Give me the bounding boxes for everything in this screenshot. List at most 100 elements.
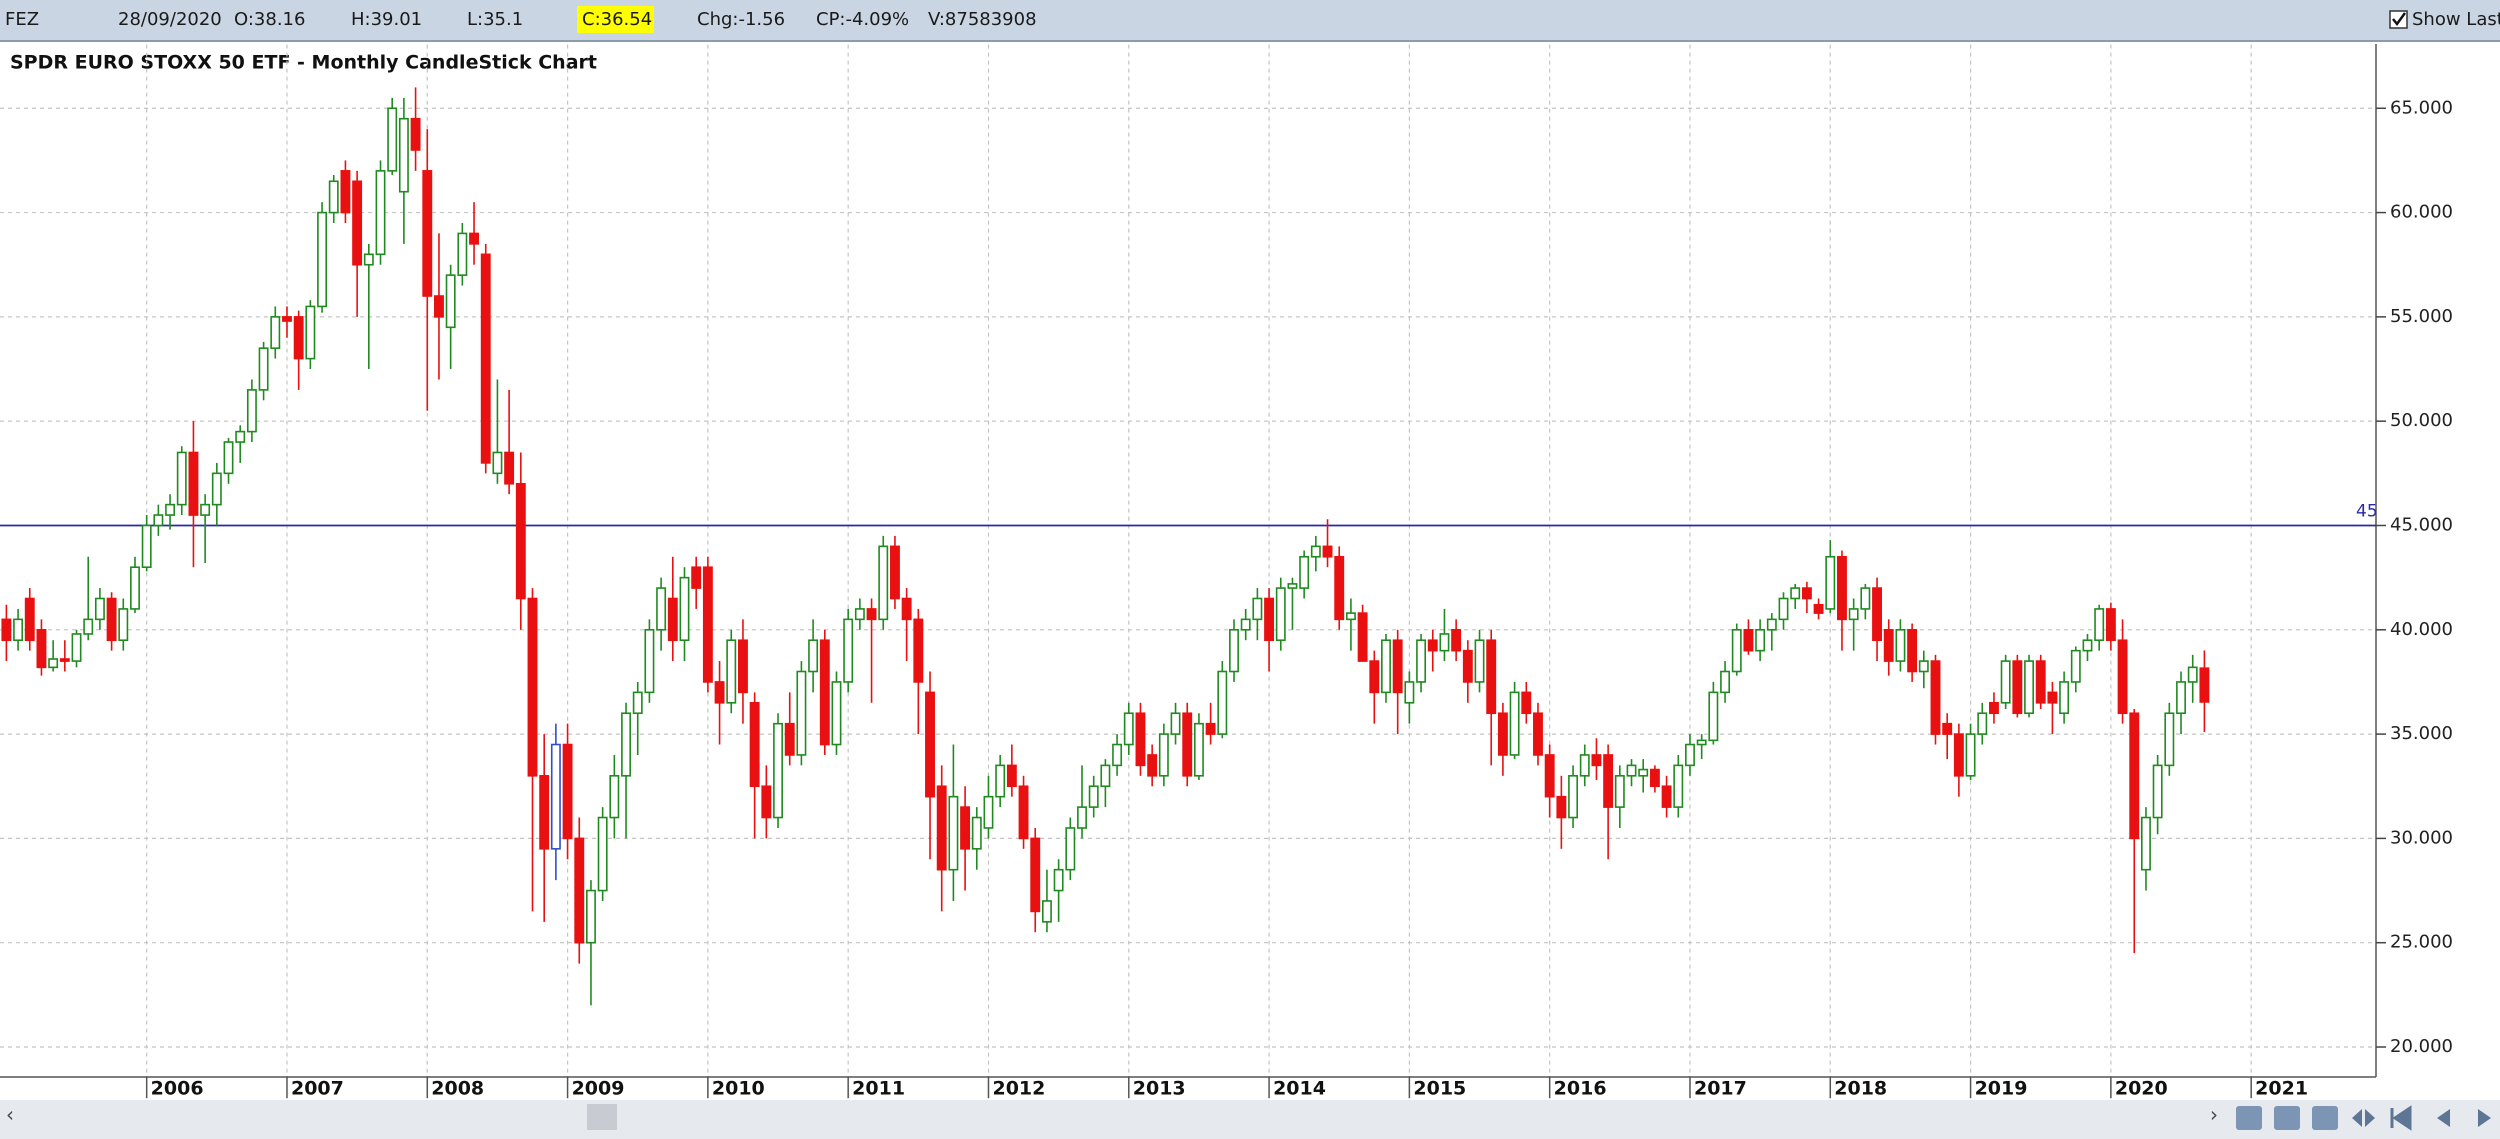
candle-body <box>2117 639 2128 715</box>
candle-body <box>1205 722 1216 735</box>
candle-body <box>1907 628 1918 673</box>
candle-body <box>48 658 59 669</box>
x-tick-label: 2016 <box>1554 1078 1607 1100</box>
candle-body <box>1170 712 1181 735</box>
candle-body <box>1217 670 1228 735</box>
candle-body <box>1135 712 1146 767</box>
candle-body <box>2024 660 2034 715</box>
candle-body <box>621 712 631 777</box>
candle-body <box>831 681 842 746</box>
tool-fit[interactable] <box>2352 1109 2375 1127</box>
scroll-thumb[interactable] <box>587 1104 617 1130</box>
candle-body <box>1439 633 1450 652</box>
candle-body <box>878 545 889 621</box>
candle-body <box>317 211 327 308</box>
candle-body <box>1299 555 1310 589</box>
candle-body <box>1158 733 1169 777</box>
show-last-label[interactable]: Show Last <box>2412 9 2500 30</box>
x-tick-label: 2019 <box>1975 1078 2028 1100</box>
candle-body <box>422 170 433 297</box>
candle-body <box>1813 603 1824 614</box>
candle-body <box>515 482 526 600</box>
candle-body <box>305 305 316 360</box>
candle-body <box>2141 816 2151 871</box>
high: H:39.01 <box>351 9 422 30</box>
candle-body <box>1065 827 1076 871</box>
scroll-right[interactable]: › <box>2210 1103 2218 1127</box>
candle-body <box>141 524 152 569</box>
candle-body <box>983 795 994 829</box>
candle-body <box>586 889 596 944</box>
candle-body <box>282 316 292 322</box>
candle-body <box>1182 712 1193 777</box>
candle-body <box>1790 587 1801 600</box>
candle-body <box>1778 597 1789 621</box>
candle-body <box>971 816 982 850</box>
candle-body <box>2035 660 2046 704</box>
candle-body <box>1661 785 1672 808</box>
candle-body <box>1264 597 1275 642</box>
candle-body <box>1965 733 1976 777</box>
x-tick-label: 2020 <box>2115 1078 2168 1100</box>
candle-body <box>352 180 363 266</box>
candle-body <box>960 806 971 850</box>
candle-body <box>1381 639 1391 694</box>
candle-body <box>1451 628 1462 652</box>
y-tick-label: 25.000 <box>2390 932 2453 953</box>
y-tick-label: 50.000 <box>2390 410 2453 431</box>
candle-body <box>1147 754 1158 777</box>
candle-body <box>1591 754 1602 767</box>
x-tick-label: 2012 <box>992 1078 1045 1100</box>
candle-body <box>714 681 725 704</box>
candle-body <box>2000 660 2011 704</box>
candle-body <box>995 764 1006 798</box>
candle-body <box>71 633 82 662</box>
tool-next[interactable] <box>2478 1109 2491 1127</box>
scroll-left[interactable]: ‹ <box>6 1103 14 1127</box>
candle-body <box>1673 764 1684 808</box>
candle-body <box>36 628 47 669</box>
candle-body <box>1462 649 1473 683</box>
tool-first[interactable] <box>2390 1105 2412 1131</box>
tool-prev[interactable] <box>2437 1109 2450 1127</box>
x-tick-label: 2008 <box>431 1078 484 1100</box>
x-tick-label: 2013 <box>1133 1078 1186 1100</box>
candle-body <box>2047 691 2058 704</box>
candle-body <box>2070 649 2081 683</box>
candle-body <box>1416 639 1427 683</box>
candle-body <box>819 639 830 746</box>
candle-body <box>1848 608 1859 621</box>
candle-body <box>1427 639 1438 652</box>
x-tick-label: 2009 <box>572 1078 625 1100</box>
candle-body <box>1860 587 1871 610</box>
candle-body <box>387 107 398 172</box>
close-highlight <box>577 6 654 33</box>
y-tick-label: 35.000 <box>2390 723 2453 744</box>
candle-body <box>1720 670 1730 694</box>
candle-body <box>656 587 667 631</box>
tool-zoom-in[interactable] <box>2236 1106 2262 1130</box>
tool-zoom-out[interactable] <box>2274 1106 2300 1130</box>
x-tick-label: 2011 <box>852 1078 905 1100</box>
candle-body <box>340 170 351 214</box>
candle-body <box>165 503 176 516</box>
x-tick-label: 2014 <box>1273 1078 1326 1100</box>
header-bar <box>0 0 2500 40</box>
candle-body <box>2129 712 2140 840</box>
candle-body <box>1018 785 1029 840</box>
candle-body <box>843 618 854 683</box>
y-tick-label: 20.000 <box>2390 1036 2453 1057</box>
candle-body <box>550 743 561 850</box>
tool-save[interactable] <box>2312 1106 2338 1130</box>
candle-body <box>1638 768 1649 777</box>
candle-body <box>691 566 702 589</box>
candle-body <box>1 618 12 642</box>
candle-body <box>1322 545 1333 558</box>
symbol: FEZ <box>5 9 39 30</box>
candle-body <box>808 639 819 673</box>
candle-body <box>1603 754 1614 808</box>
candle-body <box>246 389 257 433</box>
x-tick-label: 2015 <box>1413 1078 1466 1100</box>
candle-body <box>1334 555 1345 621</box>
